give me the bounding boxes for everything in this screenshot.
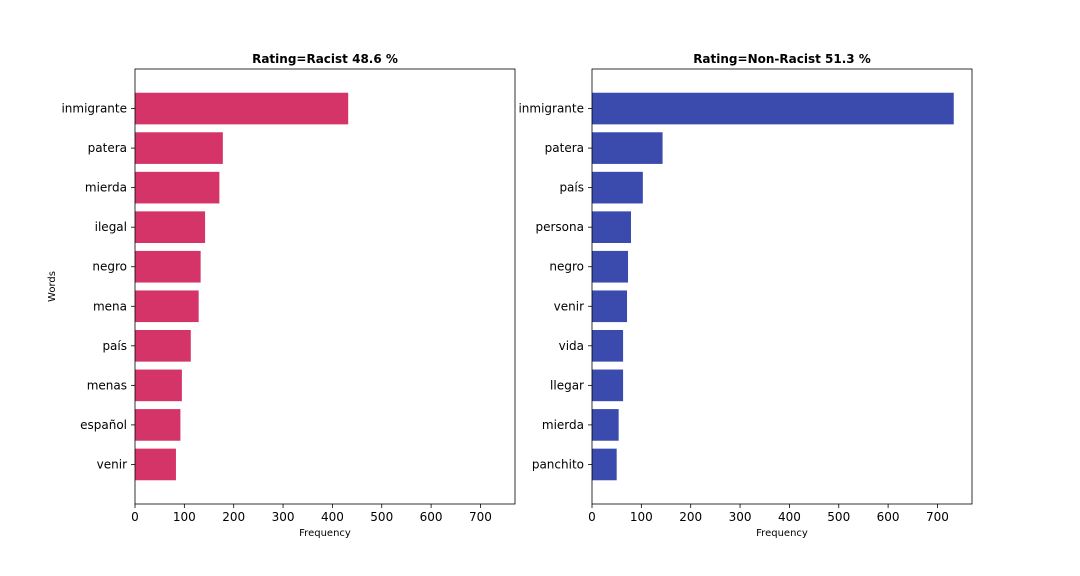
y-tick-label: país <box>102 339 127 353</box>
x-tick-label: 700 <box>469 510 492 524</box>
chart-panel-racist: inmigrante patera mierda ilegal negro mena paí… <box>47 52 516 539</box>
bar-mierda <box>135 171 220 204</box>
x-tick-label: 100 <box>173 510 196 524</box>
bar-patera <box>592 132 663 164</box>
bar-persona <box>592 211 631 243</box>
x-tick-label: 500 <box>827 510 850 524</box>
bar-llegar <box>592 369 624 402</box>
bar-negro <box>135 250 201 283</box>
bar-inmigrante <box>135 92 349 125</box>
y-tick-label: venir <box>97 457 127 471</box>
bar-país <box>592 171 643 204</box>
chart-title: Rating=Racist 48.6 % <box>252 52 398 66</box>
bar-panchito <box>592 448 617 481</box>
y-tick-label: patera <box>88 141 127 155</box>
y-tick-label: persona <box>536 220 585 234</box>
y-tick-label: ilegal <box>95 220 127 234</box>
bar-mierda <box>592 409 619 441</box>
y-tick-label: venir <box>554 299 584 313</box>
y-tick-label: mena <box>93 299 127 313</box>
y-tick-label: negro <box>549 260 584 274</box>
axes-frame <box>134 68 516 505</box>
y-tick-label: llegar <box>550 378 584 392</box>
x-tick-label: 400 <box>321 510 344 524</box>
y-tick-label: país <box>559 181 584 195</box>
chart-title: Rating=Non-Racist 51.3 % <box>693 52 871 66</box>
y-tick-label: menas <box>87 378 127 392</box>
y-tick-label: inmigrante <box>61 102 127 116</box>
bar-venir <box>592 290 628 323</box>
x-tick-label: 0 <box>588 510 596 524</box>
x-axis-label: Frequency <box>756 528 808 539</box>
x-tick-label: 200 <box>679 510 702 524</box>
y-tick-label: negro <box>92 260 127 274</box>
bar-patera <box>135 132 223 164</box>
chart-panel-non-racist: inmigrante patera país persona negro venir vid… <box>518 52 973 539</box>
bar-país <box>135 330 191 362</box>
bar-vida <box>592 330 624 362</box>
bar-negro <box>592 250 629 283</box>
axes-frame <box>591 68 973 505</box>
bar-ilegal <box>135 211 206 243</box>
bar-español <box>135 409 181 441</box>
x-tick-label: 200 <box>222 510 245 524</box>
bar-inmigrante <box>592 92 954 125</box>
bar-menas <box>135 369 182 402</box>
x-tick-label: 500 <box>370 510 393 524</box>
x-tick-label: 600 <box>877 510 900 524</box>
x-tick-label: 600 <box>420 510 443 524</box>
y-tick-label: mierda <box>542 418 584 432</box>
x-tick-label: 700 <box>926 510 949 524</box>
x-axis-label: Frequency <box>299 528 351 539</box>
y-tick-label: español <box>80 418 127 432</box>
x-tick-label: 0 <box>131 510 139 524</box>
bar-mena <box>135 290 199 323</box>
y-tick-label: panchito <box>532 457 584 471</box>
y-tick-label: inmigrante <box>518 102 584 116</box>
y-axis-label: Words <box>47 271 58 302</box>
x-tick-label: 300 <box>729 510 752 524</box>
x-tick-label: 300 <box>272 510 295 524</box>
y-tick-label: mierda <box>85 181 127 195</box>
y-tick-label: patera <box>545 141 584 155</box>
bar-venir <box>135 448 176 481</box>
x-tick-label: 400 <box>778 510 801 524</box>
x-tick-label: 100 <box>630 510 653 524</box>
y-tick-label: vida <box>559 339 584 353</box>
